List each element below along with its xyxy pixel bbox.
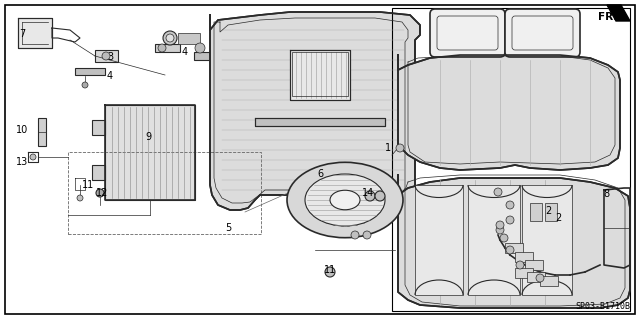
Text: 4: 4	[107, 71, 113, 81]
Bar	[505, 243, 523, 253]
Text: 11: 11	[324, 265, 336, 275]
Circle shape	[158, 44, 166, 52]
Circle shape	[77, 195, 83, 201]
Polygon shape	[92, 120, 105, 135]
Polygon shape	[468, 185, 520, 295]
Circle shape	[396, 144, 404, 152]
Circle shape	[166, 34, 174, 42]
Polygon shape	[92, 165, 105, 180]
Polygon shape	[75, 68, 105, 75]
Text: 6: 6	[317, 169, 323, 179]
Bar	[540, 276, 558, 286]
Text: 1: 1	[385, 143, 391, 153]
Bar	[515, 252, 533, 262]
Circle shape	[365, 191, 375, 201]
Polygon shape	[194, 52, 218, 60]
Circle shape	[163, 31, 177, 45]
Polygon shape	[255, 118, 385, 126]
Text: 2: 2	[545, 206, 551, 216]
Circle shape	[506, 216, 514, 224]
Polygon shape	[522, 185, 572, 295]
Circle shape	[496, 221, 504, 229]
Polygon shape	[210, 12, 420, 215]
Circle shape	[30, 154, 36, 160]
Circle shape	[82, 82, 88, 88]
Circle shape	[506, 246, 514, 254]
Text: 3: 3	[107, 52, 113, 62]
Circle shape	[363, 231, 371, 239]
Circle shape	[500, 234, 508, 242]
Text: 4: 4	[182, 47, 188, 57]
Text: 14: 14	[362, 188, 374, 198]
Circle shape	[496, 226, 504, 234]
Polygon shape	[398, 55, 620, 170]
Polygon shape	[95, 50, 118, 62]
Circle shape	[325, 267, 335, 277]
FancyBboxPatch shape	[430, 9, 505, 57]
Text: 13: 13	[16, 157, 28, 167]
Text: 2: 2	[555, 213, 561, 223]
Circle shape	[536, 274, 544, 282]
Polygon shape	[290, 50, 350, 100]
Circle shape	[494, 188, 502, 196]
Ellipse shape	[330, 190, 360, 210]
Polygon shape	[18, 18, 52, 48]
Bar	[525, 260, 543, 270]
Bar	[38, 118, 46, 146]
Text: 7: 7	[19, 29, 25, 39]
Circle shape	[351, 231, 359, 239]
Polygon shape	[398, 175, 630, 308]
Bar	[292, 52, 348, 96]
Polygon shape	[607, 5, 630, 21]
Text: 9: 9	[145, 132, 151, 142]
Text: 10: 10	[16, 125, 28, 135]
Circle shape	[375, 191, 385, 201]
Text: 8: 8	[603, 189, 609, 199]
Polygon shape	[155, 44, 180, 52]
Bar	[530, 203, 542, 221]
FancyBboxPatch shape	[505, 9, 580, 57]
Bar	[392, 8, 630, 311]
Polygon shape	[415, 185, 463, 295]
Text: 5: 5	[225, 223, 231, 233]
Circle shape	[102, 52, 110, 60]
Bar	[68, 152, 261, 234]
Bar	[515, 268, 533, 278]
Circle shape	[195, 43, 205, 53]
Polygon shape	[105, 105, 195, 200]
Text: SP03-B1710B: SP03-B1710B	[575, 302, 630, 311]
Polygon shape	[178, 33, 200, 44]
Bar	[527, 272, 545, 282]
Text: FR.: FR.	[598, 12, 618, 22]
Circle shape	[96, 189, 104, 197]
Circle shape	[506, 201, 514, 209]
Circle shape	[516, 261, 524, 269]
Ellipse shape	[287, 162, 403, 238]
Text: 11: 11	[82, 180, 94, 190]
Ellipse shape	[305, 174, 385, 226]
Bar	[545, 203, 557, 221]
Text: 12: 12	[96, 188, 108, 198]
